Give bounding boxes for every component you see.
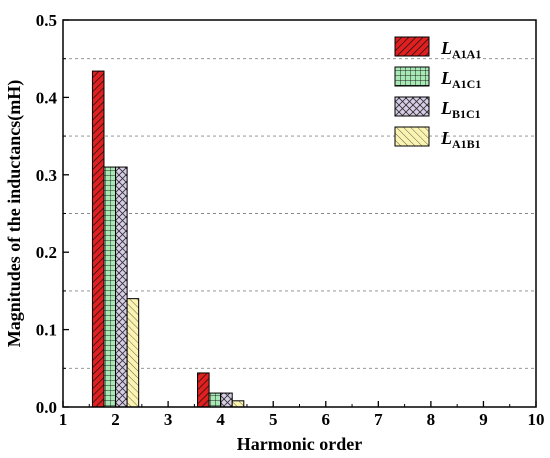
bar-a1c1-harmonic-2: [103, 166, 117, 408]
y-tick-label: 0.4: [36, 88, 58, 107]
bar-a1b1-harmonic-4: [231, 400, 245, 408]
x-tick-label: 7: [374, 410, 383, 429]
y-tick-label: 0.0: [36, 398, 57, 417]
bar-b1c1-harmonic-2: [115, 166, 128, 408]
legend-swatch-a1b1: [394, 126, 430, 147]
legend-label-a1a1: LA1A1: [440, 38, 481, 61]
y-tick-label: 0.1: [36, 321, 57, 340]
axis-ticks: 1 2 3 4 5 6 7 8 9 10 0.0 0.1 0.2 0.3 0.4 0.5: [36, 11, 545, 429]
bar-a1c1-harmonic-4: [208, 392, 222, 408]
gridlines: [63, 58, 536, 369]
bar-a1a1-harmonic-2: [91, 70, 105, 408]
x-tick-label: 9: [479, 410, 488, 429]
legend-swatch-b1c1: [394, 96, 430, 117]
x-tick-label: 10: [528, 410, 545, 429]
x-tick-label: 4: [216, 410, 225, 429]
bar-a1a1-harmonic-4: [197, 372, 210, 408]
x-tick-label: 3: [164, 410, 173, 429]
x-tick-label: 1: [59, 410, 68, 429]
legend-label-b1c1: LB1C1: [440, 98, 481, 121]
bars: [91, 70, 245, 408]
x-tick-label: 6: [322, 410, 331, 429]
y-axis-title: Magnitudes of the inductancs(mH): [4, 80, 25, 348]
legend-label-a1c1: LA1C1: [440, 68, 481, 91]
bar-b1c1-harmonic-4: [220, 392, 233, 408]
y-tick-label: 0.2: [36, 243, 57, 262]
y-tick-label: 0.5: [36, 11, 57, 30]
legend-swatch-a1c1: [394, 66, 430, 87]
x-axis-title: Harmonic order: [237, 434, 362, 454]
legend: LA1A1 LA1C1 LB1C1 LA1B1: [394, 36, 481, 151]
x-tick-label: 5: [269, 410, 278, 429]
x-tick-label: 2: [111, 410, 120, 429]
y-tick-label: 0.3: [36, 166, 57, 185]
x-tick-label: 8: [427, 410, 436, 429]
legend-swatch-a1a1: [394, 36, 430, 57]
legend-label-a1b1: LA1B1: [440, 128, 481, 151]
bar-a1b1-harmonic-2: [126, 298, 140, 408]
